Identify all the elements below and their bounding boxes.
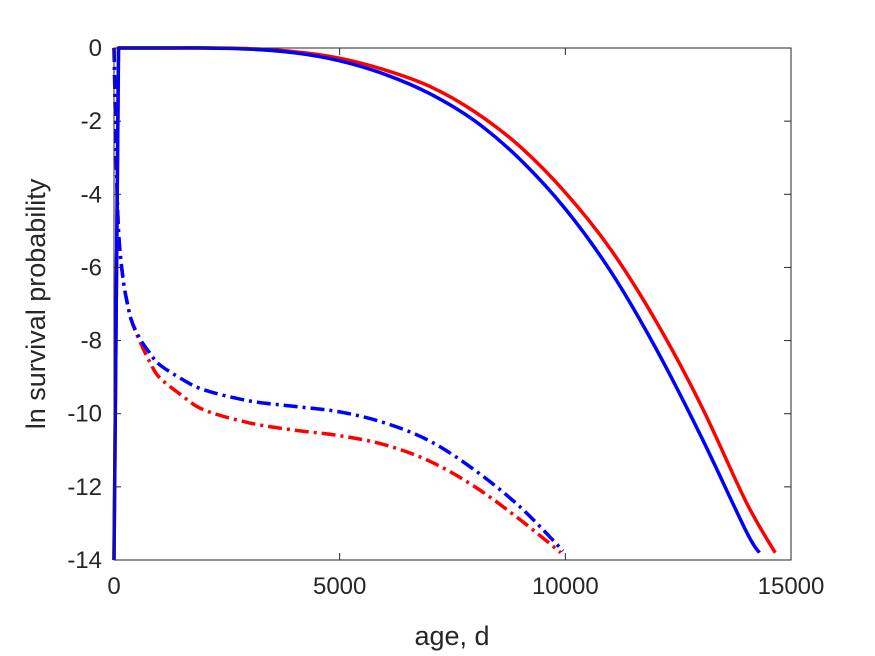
axes-box bbox=[113, 47, 792, 561]
y-tick-label: -12 bbox=[67, 474, 102, 501]
y-tick-label: -4 bbox=[81, 181, 102, 208]
y-tick-label: -2 bbox=[81, 108, 102, 135]
plot-area bbox=[114, 48, 791, 560]
y-tick-label: 0 bbox=[89, 35, 102, 62]
dashdot-series-line-blue bbox=[112, 47, 565, 553]
y-tick-label: -8 bbox=[81, 328, 102, 355]
x-tick-label: 0 bbox=[107, 573, 120, 600]
y-axis-label: ln survival probability bbox=[21, 178, 51, 429]
y-tick-label: -10 bbox=[67, 401, 102, 428]
x-tick-label: 5000 bbox=[313, 573, 366, 600]
x-axis-label: age, d bbox=[414, 621, 489, 651]
y-tick-label: -6 bbox=[81, 254, 102, 281]
x-tick-label: 15000 bbox=[758, 573, 825, 600]
tick-layer: 0 5000 10000 15000 0 -2 -4 -6 -8 -10 -12 -14 bbox=[67, 35, 824, 600]
x-tick-label: 10000 bbox=[532, 573, 599, 600]
y-tick-label: -14 bbox=[67, 547, 102, 574]
